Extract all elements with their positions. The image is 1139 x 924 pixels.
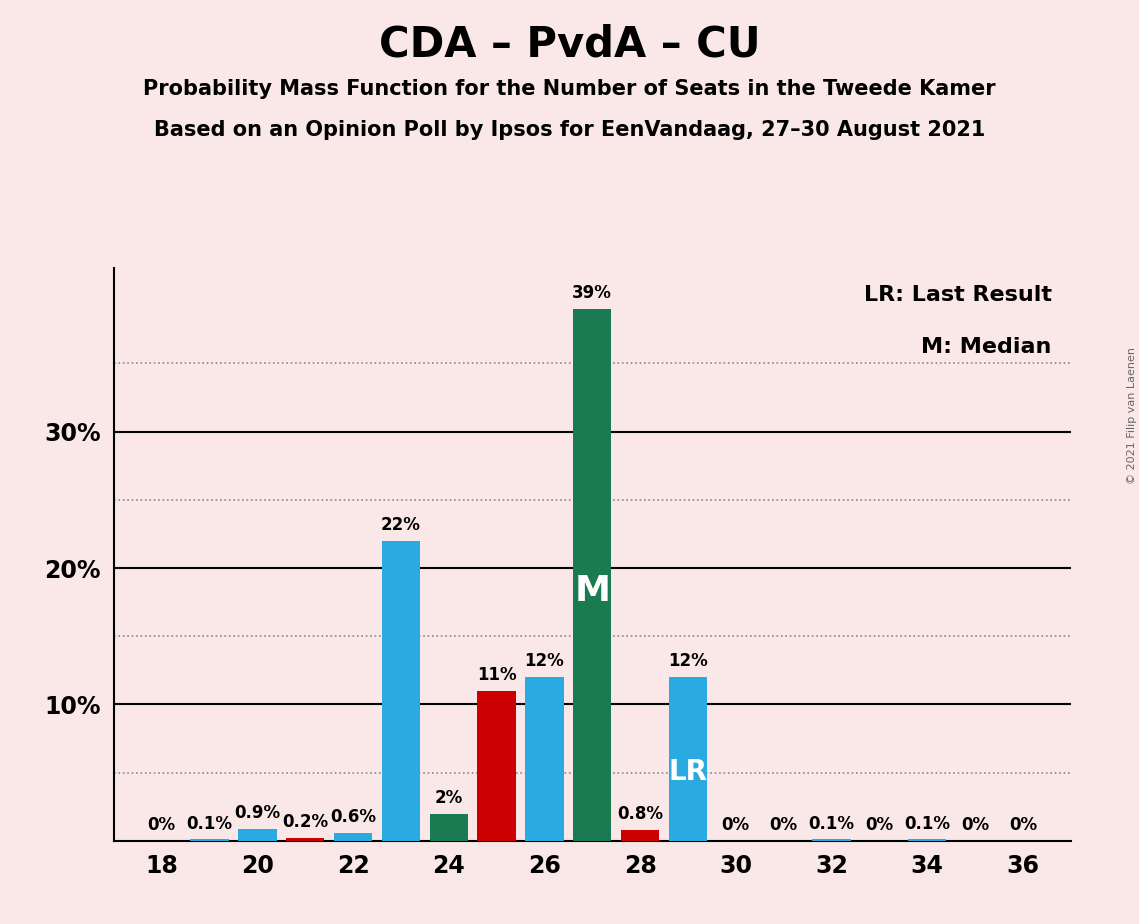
Bar bbox=[669, 677, 707, 841]
Text: 0%: 0% bbox=[1009, 816, 1036, 834]
Bar bbox=[238, 829, 277, 841]
Text: M: M bbox=[574, 574, 611, 608]
Text: 2%: 2% bbox=[435, 789, 462, 807]
Text: 0%: 0% bbox=[148, 816, 175, 834]
Bar bbox=[477, 691, 516, 841]
Text: 39%: 39% bbox=[572, 284, 613, 302]
Bar bbox=[621, 830, 659, 841]
Bar bbox=[334, 833, 372, 841]
Text: LR: Last Result: LR: Last Result bbox=[863, 286, 1051, 305]
Text: 0%: 0% bbox=[866, 816, 893, 834]
Text: 11%: 11% bbox=[477, 666, 516, 684]
Bar bbox=[429, 813, 468, 841]
Text: 0.1%: 0.1% bbox=[809, 815, 854, 833]
Text: 0.8%: 0.8% bbox=[617, 805, 663, 823]
Text: Probability Mass Function for the Number of Seats in the Tweede Kamer: Probability Mass Function for the Number… bbox=[144, 79, 995, 99]
Text: 0.2%: 0.2% bbox=[282, 813, 328, 832]
Bar bbox=[525, 677, 564, 841]
Text: LR: LR bbox=[669, 758, 707, 786]
Bar bbox=[286, 838, 325, 841]
Bar bbox=[382, 541, 420, 841]
Text: M: Median: M: Median bbox=[921, 336, 1051, 357]
Bar bbox=[573, 309, 612, 841]
Text: 0.9%: 0.9% bbox=[235, 804, 280, 821]
Bar bbox=[908, 840, 947, 841]
Text: 0.1%: 0.1% bbox=[187, 815, 232, 833]
Text: 0%: 0% bbox=[722, 816, 749, 834]
Text: 0%: 0% bbox=[961, 816, 989, 834]
Bar bbox=[190, 840, 229, 841]
Text: 22%: 22% bbox=[380, 516, 421, 534]
Bar bbox=[812, 840, 851, 841]
Text: 12%: 12% bbox=[525, 652, 564, 670]
Text: 0.6%: 0.6% bbox=[330, 808, 376, 826]
Text: 12%: 12% bbox=[669, 652, 707, 670]
Text: CDA – PvdA – CU: CDA – PvdA – CU bbox=[378, 23, 761, 65]
Text: Based on an Opinion Poll by Ipsos for EenVandaag, 27–30 August 2021: Based on an Opinion Poll by Ipsos for Ee… bbox=[154, 120, 985, 140]
Text: 0%: 0% bbox=[770, 816, 797, 834]
Text: © 2021 Filip van Laenen: © 2021 Filip van Laenen bbox=[1126, 347, 1137, 484]
Text: 0.1%: 0.1% bbox=[904, 815, 950, 833]
